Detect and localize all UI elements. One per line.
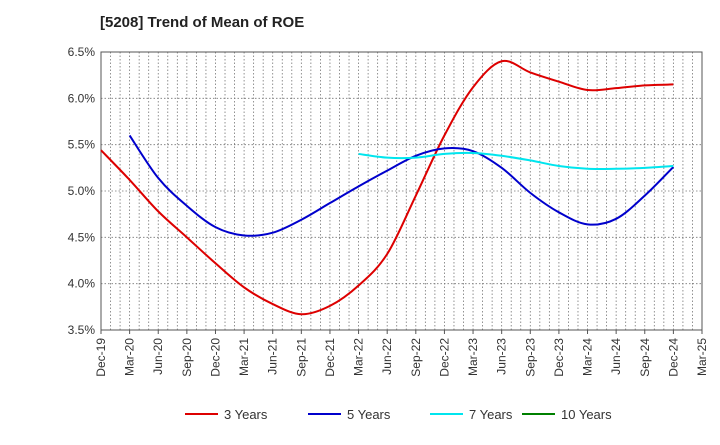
plot-border xyxy=(100,51,703,331)
x-tick-label: Dec-24 xyxy=(666,338,680,377)
y-tick-label: 4.0% xyxy=(68,277,96,291)
x-tick-label: Sep-22 xyxy=(409,338,423,377)
legend-label: 10 Years xyxy=(561,407,612,422)
y-tick-label: 5.0% xyxy=(68,184,96,198)
series-layer xyxy=(100,59,675,316)
x-tick-label: Mar-20 xyxy=(123,338,137,376)
x-tick-label: Sep-20 xyxy=(180,338,194,377)
x-tick-label: Dec-22 xyxy=(437,338,451,377)
legend-label: 7 Years xyxy=(469,407,513,422)
series-line-7-years xyxy=(358,151,674,171)
y-tick-label: 6.5% xyxy=(68,45,96,59)
x-tick-label: Sep-21 xyxy=(294,338,308,377)
y-tick-label: 3.5% xyxy=(68,323,96,337)
x-tick-label: Dec-19 xyxy=(94,338,108,377)
x-tick-label: Jun-20 xyxy=(151,338,165,375)
x-tick-label: Jun-22 xyxy=(380,338,394,375)
x-tick-label: Mar-21 xyxy=(237,338,251,376)
x-tick-label: Mar-25 xyxy=(695,338,709,376)
x-tick-label: Jun-21 xyxy=(266,338,280,375)
series-line-3-years xyxy=(100,59,674,316)
x-tick-label: Jun-23 xyxy=(495,338,509,375)
plot-area xyxy=(101,52,702,330)
x-tick-label: Dec-20 xyxy=(208,338,222,377)
y-tick-label: 5.5% xyxy=(68,138,96,152)
x-tick-label: Mar-22 xyxy=(352,338,366,376)
legend-label: 5 Years xyxy=(347,407,391,422)
legend-layer: 3 Years 5 Years 7 Years 10 Years xyxy=(185,407,612,422)
x-tick-label: Sep-24 xyxy=(638,338,652,377)
legend-label: 3 Years xyxy=(224,407,268,422)
chart-title: [5208] Trend of Mean of ROE xyxy=(100,14,305,31)
x-tick-label: Jun-24 xyxy=(609,338,623,375)
x-tick-label: Dec-21 xyxy=(323,338,337,377)
x-tick-label: Sep-23 xyxy=(523,338,537,377)
x-tick-label: Mar-23 xyxy=(466,338,480,376)
x-tick-label: Mar-24 xyxy=(581,338,595,376)
y-tick-label: 6.0% xyxy=(68,91,96,105)
series-line-5-years xyxy=(128,134,675,237)
axis-layer: 3.5% 4.0% 4.5% 5.0% 5.5% 6.0% 6.5% Dec-19 Mar-20… xyxy=(68,45,709,377)
grid-layer xyxy=(101,52,702,330)
x-tick-label: Dec-23 xyxy=(552,338,566,377)
y-tick-label: 4.5% xyxy=(68,230,96,244)
